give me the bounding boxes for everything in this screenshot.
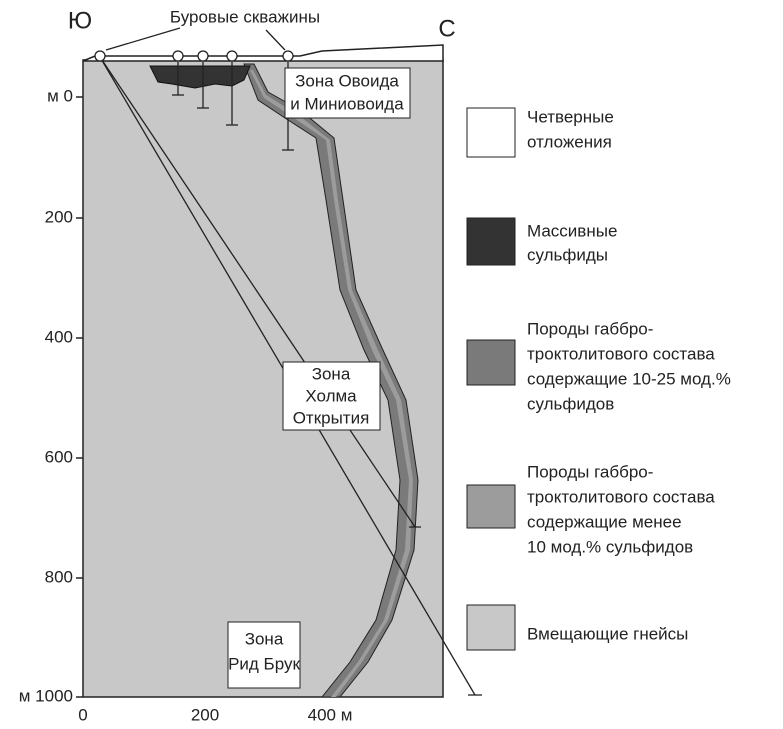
zone-label: Рид Брук xyxy=(228,654,300,673)
section-diagram: Буровые скважины Ю С Зона Овоида и Минио… xyxy=(0,0,783,729)
legend-swatch xyxy=(467,605,515,650)
legend-label: троктолитового состава xyxy=(527,487,715,506)
legend-label: содержащие менее xyxy=(527,512,682,531)
legend-label: 10 мод.% сульфидов xyxy=(527,537,693,556)
x-tick-label: 0 xyxy=(78,705,87,724)
y-tick-label: 600 xyxy=(45,447,73,466)
y-tick-label: м 0 xyxy=(47,86,73,105)
zone-label: Зона xyxy=(312,364,351,383)
y-tick-label: 400 xyxy=(45,327,73,346)
legend-label: Породы габбро- xyxy=(527,319,653,338)
x-tick-label: 400 м xyxy=(308,705,353,724)
zone-label: Зона xyxy=(245,629,284,648)
legend-swatch xyxy=(467,218,515,265)
y-tick-label: 800 xyxy=(45,567,73,586)
legend-swatch xyxy=(467,485,515,528)
zone-label: Зона Овоида xyxy=(295,71,399,90)
zone-label: Открытия xyxy=(293,408,370,427)
north-label: С xyxy=(438,15,455,42)
legend-label: содержащие 10-25 мод.% xyxy=(527,369,731,388)
y-tick-label: м 1000 xyxy=(19,686,73,705)
zone-label: и Миниовоида xyxy=(290,94,404,113)
x-tick-label: 200 xyxy=(191,705,219,724)
legend-swatch xyxy=(467,108,515,157)
legend-label: Породы габбро- xyxy=(527,462,653,481)
legend-label: сульфиды xyxy=(527,245,608,264)
legend-swatch xyxy=(467,340,515,385)
legend-label: сульфидов xyxy=(527,394,614,413)
drill-label: Буровые скважины xyxy=(170,7,320,26)
south-label: Ю xyxy=(68,7,92,34)
quaternary-deposits xyxy=(83,45,443,61)
zone-label: Холма xyxy=(305,386,357,405)
legend-label: Массивные xyxy=(527,221,617,240)
y-tick-label: 200 xyxy=(45,207,73,226)
legend-label: отложения xyxy=(527,132,612,151)
legend-label: троктолитового состава xyxy=(527,344,715,363)
legend-label: Вмещающие гнейсы xyxy=(527,624,688,643)
legend-label: Четверные xyxy=(527,107,614,126)
